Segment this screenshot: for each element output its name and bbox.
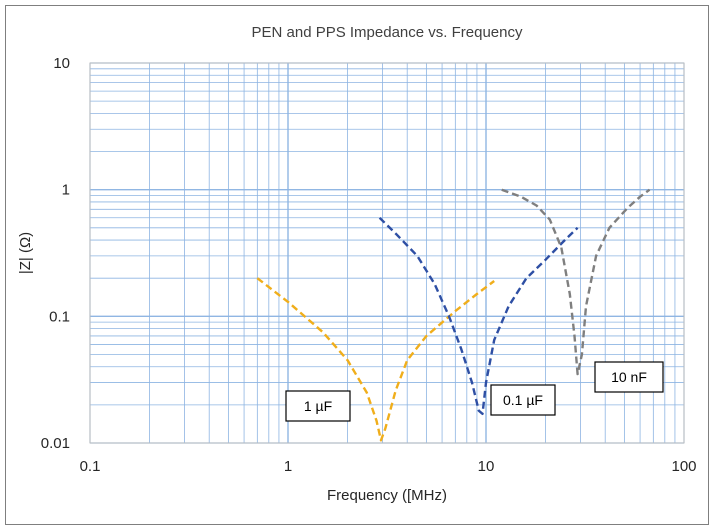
annotation-10nF: 10 nF	[594, 361, 664, 393]
x-axis-label: Frequency ([MHz)	[327, 487, 447, 504]
x-tick-label: 100	[671, 458, 696, 475]
y-tick-label: 10	[53, 55, 70, 72]
annotation-box	[490, 384, 556, 416]
annotation-label: 10 nF	[611, 369, 647, 385]
series-line-10-nF	[501, 188, 651, 376]
annotation-label: 0.1 µF	[503, 392, 543, 408]
tick-labels: 0.1 1 10 100 0.01 0.1 1 10	[41, 55, 697, 475]
annotation-box	[285, 390, 351, 422]
series-line-1-F	[256, 277, 495, 442]
chart-frame	[5, 5, 709, 525]
x-tick-label: 10	[478, 458, 495, 475]
annotation-0.1uF: 0.1 µF	[490, 384, 556, 416]
plot-area	[89, 62, 685, 444]
y-axis-label: |Z| (Ω)	[17, 232, 34, 274]
chart-title: PEN and PPS Impedance vs. Frequency	[252, 24, 523, 41]
x-tick-label: 1	[284, 458, 292, 475]
annotation-1uF: 1 µF	[285, 390, 351, 422]
y-tick-label: 1	[62, 182, 70, 199]
series-group	[256, 188, 651, 442]
x-tick-label: 0.1	[80, 458, 101, 475]
y-tick-label: 0.01	[41, 435, 70, 452]
y-tick-label: 0.1	[49, 308, 70, 325]
annotation-box	[594, 361, 664, 393]
series-line-0-1-F	[378, 216, 579, 415]
annotation-label: 1 µF	[304, 398, 332, 414]
